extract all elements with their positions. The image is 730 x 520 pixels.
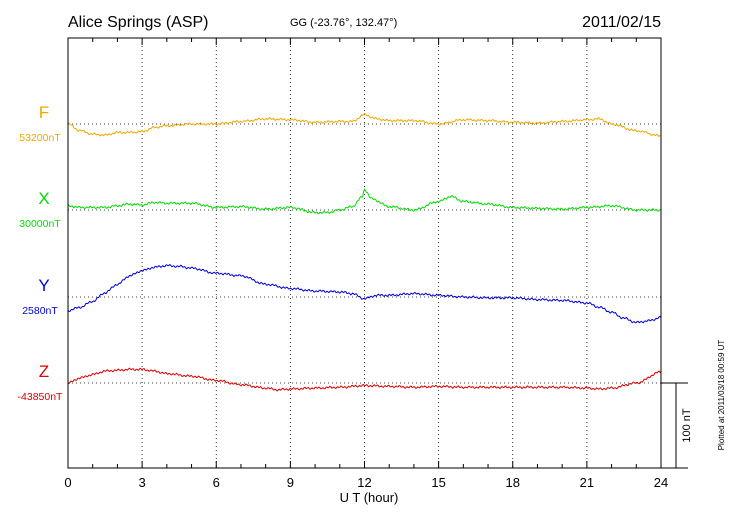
plot-timestamp: Plotted at 2011/03/18 00:59 UT <box>717 340 726 451</box>
chart-title: Alice Springs (ASP) <box>68 14 209 31</box>
x-axis-ticks: 0 3 6 9 12 15 18 21 24 <box>64 38 668 490</box>
chart-subtitle: GG (-23.76°, 132.47°) <box>290 17 397 29</box>
x-tick-label: 18 <box>506 475 520 490</box>
series-name-X: X <box>38 189 49 208</box>
x-tick-label: 9 <box>287 475 294 490</box>
series-name-Z: Z <box>39 362 49 381</box>
series-baseline-Y: 2580nT <box>22 305 58 317</box>
series-name-Y: Y <box>38 276 49 295</box>
series-baseline-X: 30000nT <box>19 218 61 230</box>
series-line-X <box>67 188 662 215</box>
x-tick-label: 6 <box>213 475 220 490</box>
series-line-F <box>67 112 661 138</box>
series-baseline-F: 53200nT <box>19 132 61 144</box>
series-layer <box>67 112 662 392</box>
chart-date: 2011/02/15 <box>582 14 661 31</box>
x-tick-label: 24 <box>654 475 668 490</box>
series-line-Y <box>67 263 662 324</box>
scale-bar-label: 100 nT <box>681 408 693 443</box>
x-tick-label: 0 <box>64 475 71 490</box>
x-tick-label: 15 <box>431 475 445 490</box>
series-line-Z <box>67 367 662 392</box>
x-axis-label: U T (hour) <box>340 490 399 505</box>
series-baseline-Z: -43850nT <box>18 391 64 403</box>
scale-bar: 100 nT <box>661 382 693 469</box>
series-name-F: F <box>39 103 49 122</box>
x-tick-label: 21 <box>580 475 594 490</box>
series-labels: F 53200nT X 30000nT Y 2580nT Z -43850nT <box>18 103 64 403</box>
x-tick-label: 3 <box>139 475 146 490</box>
x-tick-label: 12 <box>357 475 371 490</box>
grid <box>68 38 661 468</box>
